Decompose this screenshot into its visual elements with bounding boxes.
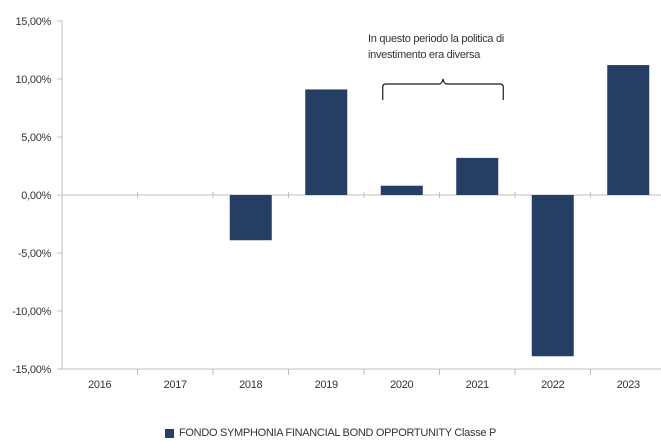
x-tick-label: 2018 (239, 379, 262, 391)
bar (531, 195, 574, 357)
y-tick-label: 10,00% (15, 74, 51, 86)
chart-bars (229, 65, 650, 357)
legend-swatch (165, 428, 174, 438)
y-tick-label: 5,00% (21, 132, 51, 144)
y-tick-label: -5,00% (18, 248, 52, 260)
chart-axes: 15,00% 10,00% 5,00% 0,00% -5,00% -10,00% -15,0… (12, 16, 661, 391)
x-tick-label: 2017 (164, 379, 187, 391)
bar (456, 157, 499, 195)
bar (607, 65, 650, 195)
x-tick-label: 2021 (466, 379, 489, 391)
x-tick-label: 2020 (390, 379, 413, 391)
annotation-brace (382, 78, 504, 100)
x-tick-label: 2016 (88, 379, 111, 391)
chart-legend: FONDO SYMPHONIA FINANCIAL BOND OPPORTUNI… (0, 425, 661, 441)
annotation-line-1: In questo periodo la politica di (368, 33, 504, 45)
legend-label: FONDO SYMPHONIA FINANCIAL BOND OPPORTUNI… (179, 427, 496, 439)
y-tick-label: -10,00% (12, 306, 51, 318)
x-tick-label: 2023 (617, 379, 640, 391)
y-tick-label: 0,00% (21, 190, 51, 202)
x-tick-label: 2019 (315, 379, 338, 391)
annotation-line-2: investimento era diversa (368, 49, 481, 61)
bar (229, 195, 272, 241)
x-tick-label: 2022 (541, 379, 564, 391)
bar (380, 185, 423, 195)
y-tick-label: 15,00% (15, 16, 51, 28)
y-tick-label: -15,00% (12, 364, 51, 376)
chart-annotation: In questo periodo la politica di investi… (368, 33, 504, 100)
bar (305, 89, 348, 195)
